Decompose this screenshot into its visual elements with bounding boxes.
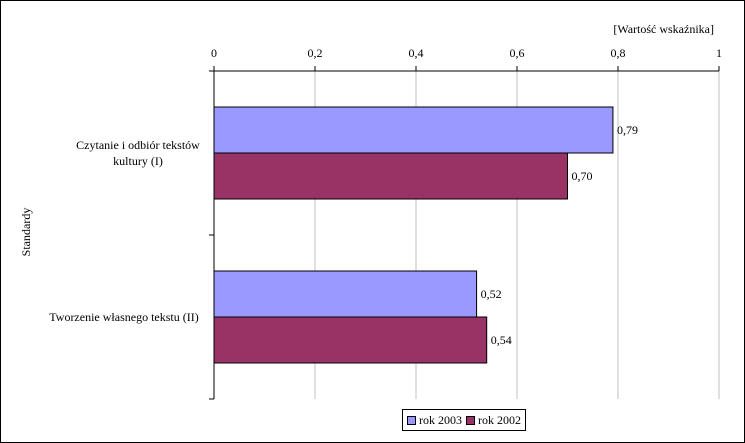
legend-item-2003: rok 2003 bbox=[407, 413, 462, 428]
legend-item-2002: rok 2002 bbox=[466, 413, 521, 428]
data-label: 0,54 bbox=[491, 333, 512, 347]
bar bbox=[213, 106, 614, 154]
x-tick-label: 0,8 bbox=[611, 46, 626, 60]
x-tick-label: 1 bbox=[716, 46, 722, 60]
axes bbox=[209, 66, 720, 400]
x-tick-label: 0,6 bbox=[510, 46, 525, 60]
bars bbox=[213, 106, 614, 364]
legend-swatch-2002 bbox=[466, 415, 475, 425]
category-label-line: Czytanie i odbiór tekstów bbox=[76, 138, 200, 152]
legend-label-2002: rok 2002 bbox=[478, 412, 521, 427]
labels: 0 0,2 0,4 0,6 0,8 1 0,79 0,70 Czytanie i odbiór … bbox=[49, 46, 722, 347]
x-tick-label: 0 bbox=[211, 46, 217, 60]
bar bbox=[213, 152, 568, 200]
category-label: Tworzenie własnego tekstu (II) bbox=[49, 310, 198, 324]
x-tick-label: 0,4 bbox=[409, 46, 424, 60]
y-axis-title: Standardy bbox=[19, 208, 33, 257]
category-label-line: kultury (I) bbox=[113, 154, 163, 168]
category-label: Czytanie i odbiór tekstów kultury (I) bbox=[76, 138, 200, 168]
legend-swatch-2003 bbox=[407, 415, 416, 425]
bar bbox=[213, 270, 478, 318]
legend-label-2003: rok 2003 bbox=[419, 412, 462, 427]
bar bbox=[213, 316, 488, 364]
data-label: 0,52 bbox=[481, 287, 502, 301]
data-label: 0,79 bbox=[617, 123, 638, 137]
legend: rok 2003 rok 2002 bbox=[402, 409, 526, 431]
x-axis-title: [Wartość wskaźnika] bbox=[613, 22, 714, 36]
x-tick-label: 0,2 bbox=[308, 46, 323, 60]
data-label: 0,70 bbox=[572, 169, 593, 183]
category-label-line: Tworzenie własnego tekstu (II) bbox=[49, 310, 198, 324]
